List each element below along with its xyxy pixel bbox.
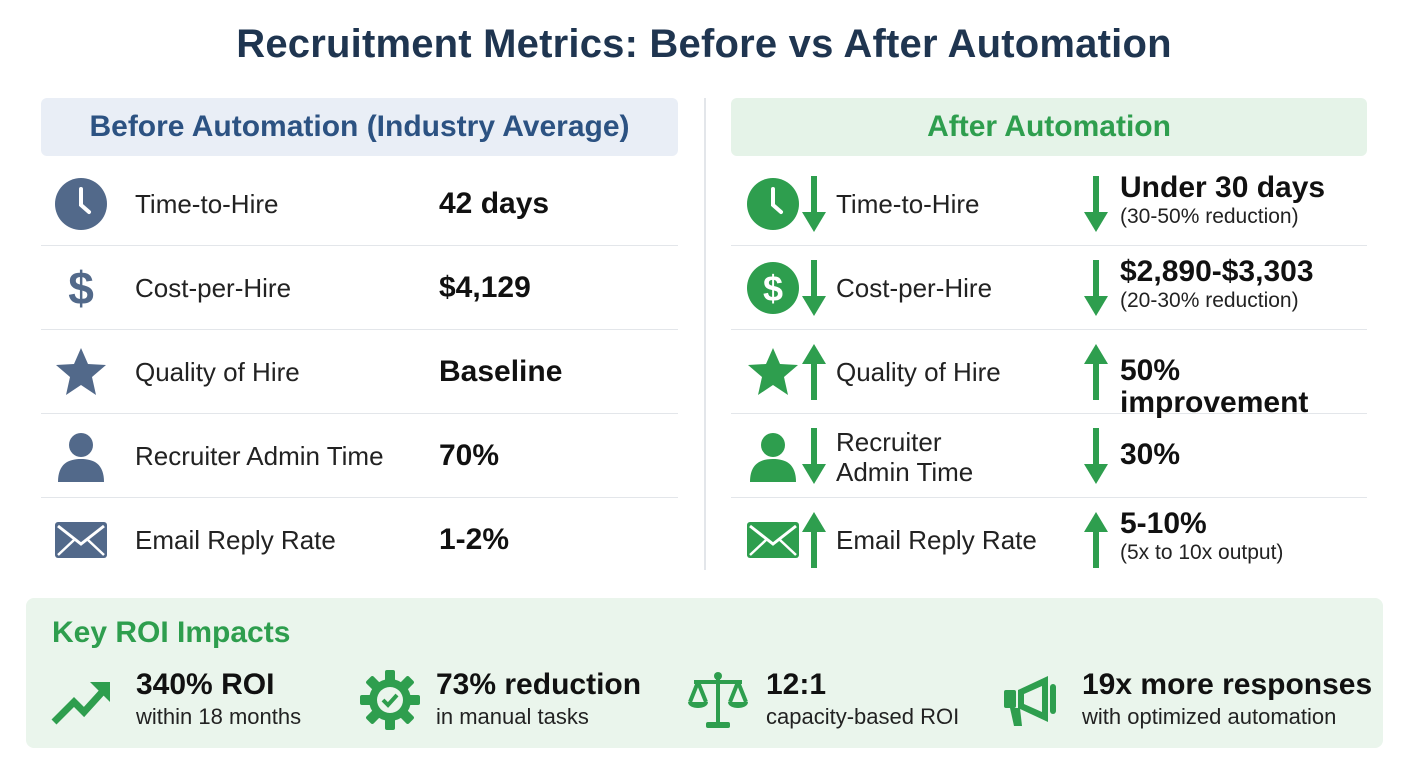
metric-label: Cost-per-Hire xyxy=(135,272,292,303)
after-row-time-to-hire: Time-to-Hire Under 30 days (30-50% reduc… xyxy=(731,162,1367,246)
arrow-up-icon xyxy=(801,510,827,570)
clock-icon xyxy=(53,176,109,232)
star-icon xyxy=(53,344,109,400)
before-header: Before Automation (Industry Average) xyxy=(41,98,678,156)
trending-up-icon xyxy=(50,668,114,732)
metric-label: Recruiter Admin Time xyxy=(836,427,973,487)
metric-value: Under 30 days xyxy=(1120,171,1326,204)
arrow-down-icon xyxy=(1083,258,1109,318)
svg-text:$: $ xyxy=(68,262,94,314)
envelope-icon xyxy=(745,512,801,568)
metric-value: 42 days xyxy=(439,186,550,220)
arrow-down-icon xyxy=(801,174,827,234)
star-icon xyxy=(745,344,801,400)
roi-caption: with optimized automation xyxy=(1082,704,1337,729)
metric-label: Quality of Hire xyxy=(135,356,300,387)
metric-label: Quality of Hire xyxy=(836,356,1001,387)
metric-value: 5-10% xyxy=(1120,507,1207,540)
metric-value: $4,129 xyxy=(439,270,531,304)
arrow-down-icon xyxy=(801,426,827,486)
after-row-quality-of-hire: Quality of Hire 50% improvement xyxy=(731,330,1367,419)
roi-item-reduction: 73% reduction in manual tasks xyxy=(358,666,658,736)
before-row-email-reply-rate: Email Reply Rate 1-2% xyxy=(41,498,678,582)
roi-headline: 73% reduction xyxy=(436,668,642,701)
arrow-up-icon xyxy=(801,342,827,402)
before-row-quality-of-hire: Quality of Hire Baseline xyxy=(41,330,678,414)
roi-item-capacity: 12:1 capacity-based ROI xyxy=(686,666,986,736)
metric-label: Recruiter Admin Time xyxy=(135,440,384,471)
metric-label: Email Reply Rate xyxy=(836,525,1037,555)
metric-note: (20-30% reduction) xyxy=(1120,289,1299,312)
envelope-icon xyxy=(53,512,109,568)
roi-headline: 19x more responses xyxy=(1082,668,1373,701)
arrow-up-icon xyxy=(1083,510,1109,570)
dollar-icon: $ xyxy=(745,260,801,316)
metric-label: Email Reply Rate xyxy=(135,525,336,555)
dollar-icon: $ xyxy=(53,260,109,316)
user-icon xyxy=(745,428,801,484)
page-title: Recruitment Metrics: Before vs After Aut… xyxy=(236,22,1172,66)
roi-caption: within 18 months xyxy=(136,704,302,729)
metric-value: Baseline xyxy=(439,354,563,388)
metric-label-line2: Admin Time xyxy=(836,457,974,487)
arrow-up-icon xyxy=(1083,342,1109,402)
after-header: After Automation xyxy=(731,98,1367,156)
arrow-down-icon xyxy=(1083,174,1109,234)
roi-item-responses: 19x more responses with optimized automa… xyxy=(1000,666,1373,736)
gear-check-icon xyxy=(358,668,422,732)
metric-label: Time-to-Hire xyxy=(135,188,279,219)
roi-caption: in manual tasks xyxy=(436,704,589,729)
metric-value: $2,890-$3,303 xyxy=(1120,255,1314,288)
metric-label: Cost-per-Hire xyxy=(836,272,993,303)
metric-value: 30% xyxy=(1120,438,1181,471)
metric-note: (30-50% reduction) xyxy=(1120,205,1299,228)
svg-text:$: $ xyxy=(763,268,783,309)
column-divider xyxy=(704,98,706,570)
arrow-down-icon xyxy=(801,258,827,318)
roi-caption: capacity-based ROI xyxy=(766,704,960,729)
roi-panel: Key ROI Impacts 340% ROI within 18 month… xyxy=(26,598,1383,748)
before-row-recruiter-admin-time: Recruiter Admin Time 70% xyxy=(41,414,678,498)
roi-headline: 12:1 xyxy=(766,668,827,701)
metric-label: Time-to-Hire xyxy=(836,188,980,219)
user-icon xyxy=(53,428,109,484)
roi-headline: 340% ROI xyxy=(136,668,275,701)
after-row-cost-per-hire: $ Cost-per-Hire $2,890-$3,303 (20-30% re… xyxy=(731,246,1367,330)
roi-item-roi: 340% ROI within 18 months xyxy=(50,666,350,736)
metric-value: 70% xyxy=(439,438,500,472)
metric-note: (5x to 10x output) xyxy=(1120,541,1284,564)
after-row-recruiter-admin-time: Recruiter Admin Time 30% xyxy=(731,414,1367,498)
before-column: Before Automation (Industry Average) Tim… xyxy=(41,98,678,582)
metric-value: 50% improvement xyxy=(1120,354,1309,419)
roi-title: Key ROI Impacts xyxy=(52,616,291,649)
metric-label-line1: Recruiter xyxy=(836,427,942,457)
metric-value: 1-2% xyxy=(439,523,510,556)
before-row-time-to-hire: Time-to-Hire 42 days xyxy=(41,162,678,246)
after-column: After Automation Time-to-Hire Under 30 d… xyxy=(731,98,1367,582)
scales-icon xyxy=(686,668,750,732)
after-row-email-reply-rate: Email Reply Rate 5-10% (5x to 10x output… xyxy=(731,498,1367,582)
clock-icon xyxy=(745,176,801,232)
megaphone-icon xyxy=(1000,668,1064,732)
before-row-cost-per-hire: $ Cost-per-Hire $4,129 xyxy=(41,246,678,330)
arrow-down-icon xyxy=(1083,426,1109,486)
